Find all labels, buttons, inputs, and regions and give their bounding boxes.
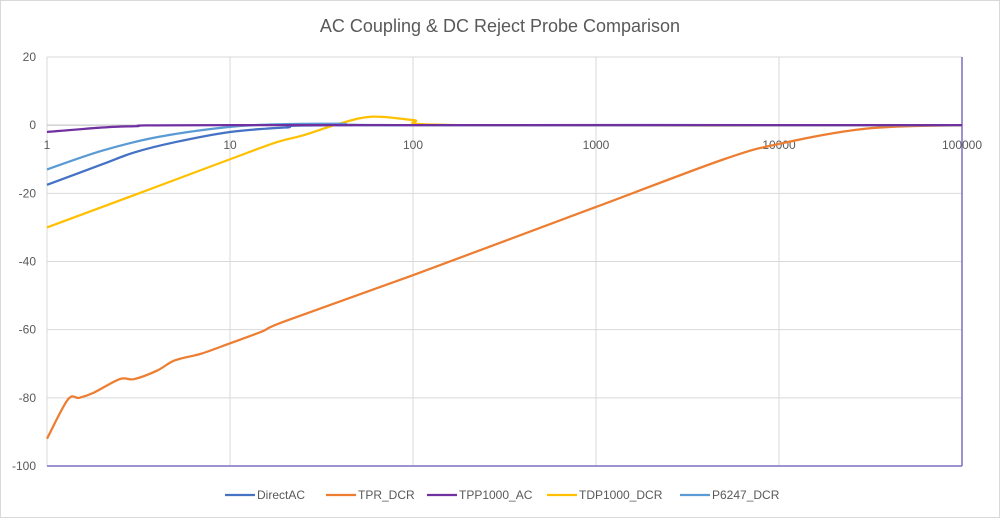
y-tick-label: -20 (19, 186, 37, 200)
legend-label: P6247_DCR (712, 488, 780, 502)
legend-label: TPR_DCR (358, 488, 415, 502)
x-tick-label: 100000 (942, 138, 982, 152)
x-tick-label: 10 (223, 138, 237, 152)
legend-label: TDP1000_DCR (579, 488, 663, 502)
legend-label: TPP1000_AC (459, 488, 533, 502)
x-tick-label: 1 (44, 138, 51, 152)
legend-label: DirectAC (257, 488, 305, 502)
y-tick-label: -100 (12, 459, 36, 473)
y-tick-label: -80 (19, 391, 37, 405)
x-tick-label: 100 (403, 138, 423, 152)
chart-title: AC Coupling & DC Reject Probe Comparison (320, 16, 680, 36)
x-tick-label: 1000 (583, 138, 610, 152)
series-line-tpr_dcr (46, 124, 963, 440)
y-tick-label: 0 (29, 118, 36, 132)
y-tick-label: -60 (19, 323, 37, 337)
series-line-tpp1000_ac (46, 123, 963, 134)
y-tick-label: -40 (19, 255, 37, 269)
y-tick-label: 20 (23, 50, 37, 64)
